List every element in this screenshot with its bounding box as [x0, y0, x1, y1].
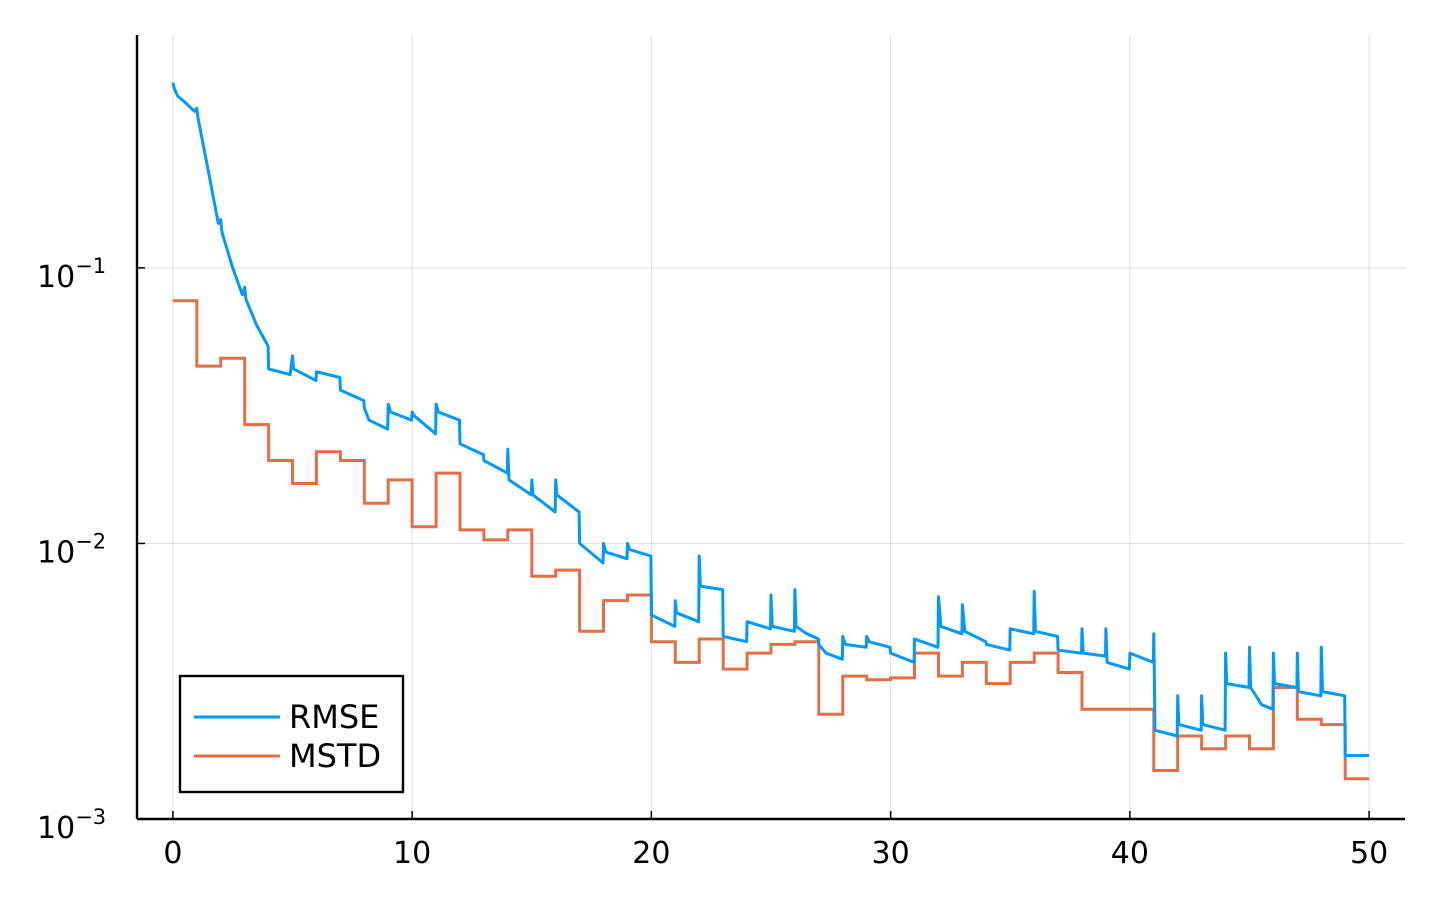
x-tick-label: 30 [872, 836, 910, 871]
x-tick-label: 10 [393, 836, 431, 871]
legend-box [178, 674, 405, 794]
y-tick-label: 10−3 [37, 805, 106, 846]
x-tick-label: 50 [1350, 836, 1388, 871]
y-tick-label: 10−2 [37, 529, 106, 570]
x-tick-label: 20 [632, 836, 670, 871]
tick-layer: 0 10 20 30 40 50 10−3 10−2 10−1 [37, 254, 1388, 871]
legend-label-rmse: RMSE [289, 698, 379, 736]
x-tick-label: 40 [1111, 836, 1149, 871]
x-tick-label: 0 [163, 836, 182, 871]
axes [135, 35, 1405, 821]
legend-label-mstd: MSTD [289, 737, 381, 775]
y-tick-label: 10−1 [37, 254, 106, 295]
series-layer [171, 82, 1370, 781]
legend: RMSE MSTD [178, 674, 405, 794]
series-line-mstd [172, 299, 1370, 781]
series-line-rmse [171, 82, 1370, 757]
